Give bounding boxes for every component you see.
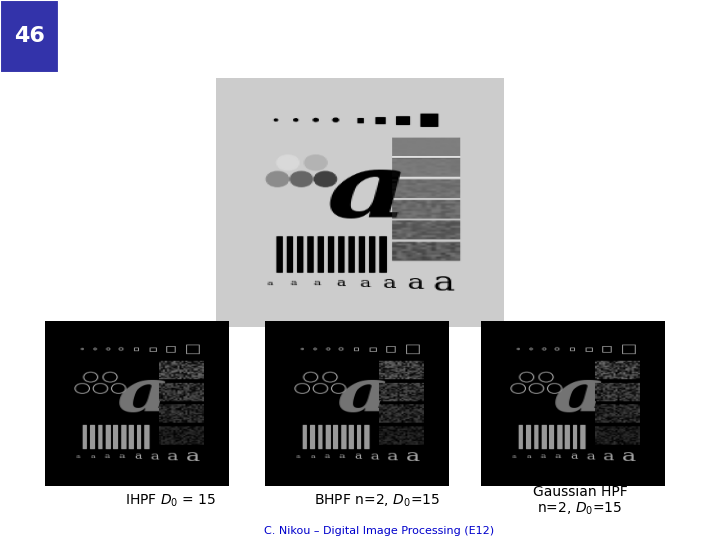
Text: n=2, $D_0$=15: n=2, $D_0$=15 — [537, 501, 623, 517]
Text: Images taken from Gonzalez & Woods, Digital Image Processing (2002): Images taken from Gonzalez & Woods, Digi… — [15, 178, 22, 435]
Text: Highpass Filter Comparison: Highpass Filter Comparison — [101, 17, 706, 56]
Text: 46: 46 — [14, 26, 45, 46]
Bar — [0, 0, 59, 73]
Text: C. Nikou – Digital Image Processing (E12): C. Nikou – Digital Image Processing (E12… — [264, 525, 494, 536]
Text: Gaussian HPF: Gaussian HPF — [533, 485, 627, 500]
Text: IHPF $D_0$ = 15: IHPF $D_0$ = 15 — [125, 492, 216, 509]
Text: BHPF n=2, $D_0$=15: BHPF n=2, $D_0$=15 — [314, 492, 440, 509]
